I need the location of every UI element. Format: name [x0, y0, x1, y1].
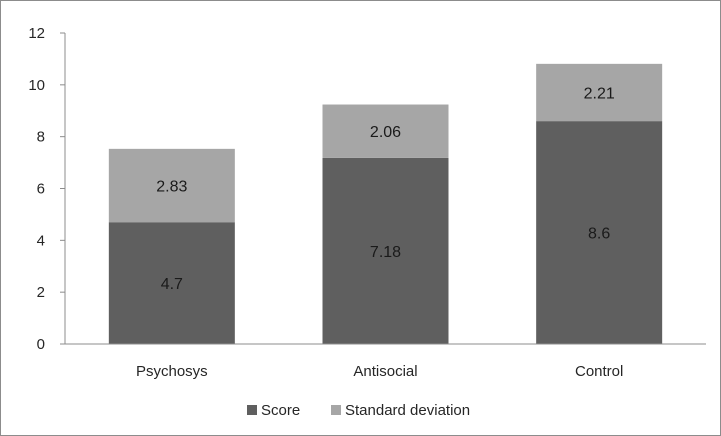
legend-swatch-score: [247, 405, 257, 415]
y-axis: 0 2 4 6 8 10 12: [28, 25, 66, 353]
bar-score-psychosys: [108, 222, 235, 344]
data-label: 2.21: [584, 85, 615, 102]
x-tick-label: Antisocial: [353, 363, 417, 380]
legend-label: Score: [261, 402, 300, 419]
y-tick-label: 4: [37, 232, 45, 249]
bar-standard-deviation-antisocial: [322, 104, 449, 158]
bar-standard-deviation-psychosys: [108, 148, 235, 223]
x-tick-label: Psychosys: [136, 363, 208, 380]
y-tick-label: 2: [37, 284, 45, 301]
x-axis: Psychosys Antisocial Control: [65, 343, 706, 380]
data-label: 2.83: [156, 179, 187, 196]
data-label: 8.6: [588, 226, 610, 243]
y-tick-label: 6: [37, 181, 45, 198]
legend-label: Standard deviation: [345, 402, 470, 419]
bars: 4.7 2.83 7.18 2.06 8.6 2.21: [108, 63, 663, 344]
y-tick-label: 12: [28, 25, 45, 42]
legend-swatch-standard-deviation: [331, 405, 341, 415]
y-tick-label: 8: [37, 129, 45, 146]
data-label: 4.7: [161, 276, 183, 293]
y-tick-label: 0: [37, 336, 45, 353]
y-tick-label: 10: [28, 77, 45, 94]
bar-standard-deviation-control: [536, 63, 663, 122]
legend: Score Standard deviation: [247, 402, 470, 419]
data-label: 7.18: [370, 244, 401, 261]
bar-score-control: [536, 121, 663, 344]
x-tick-label: Control: [575, 363, 623, 380]
bar-score-antisocial: [322, 157, 449, 344]
data-label: 2.06: [370, 124, 401, 141]
